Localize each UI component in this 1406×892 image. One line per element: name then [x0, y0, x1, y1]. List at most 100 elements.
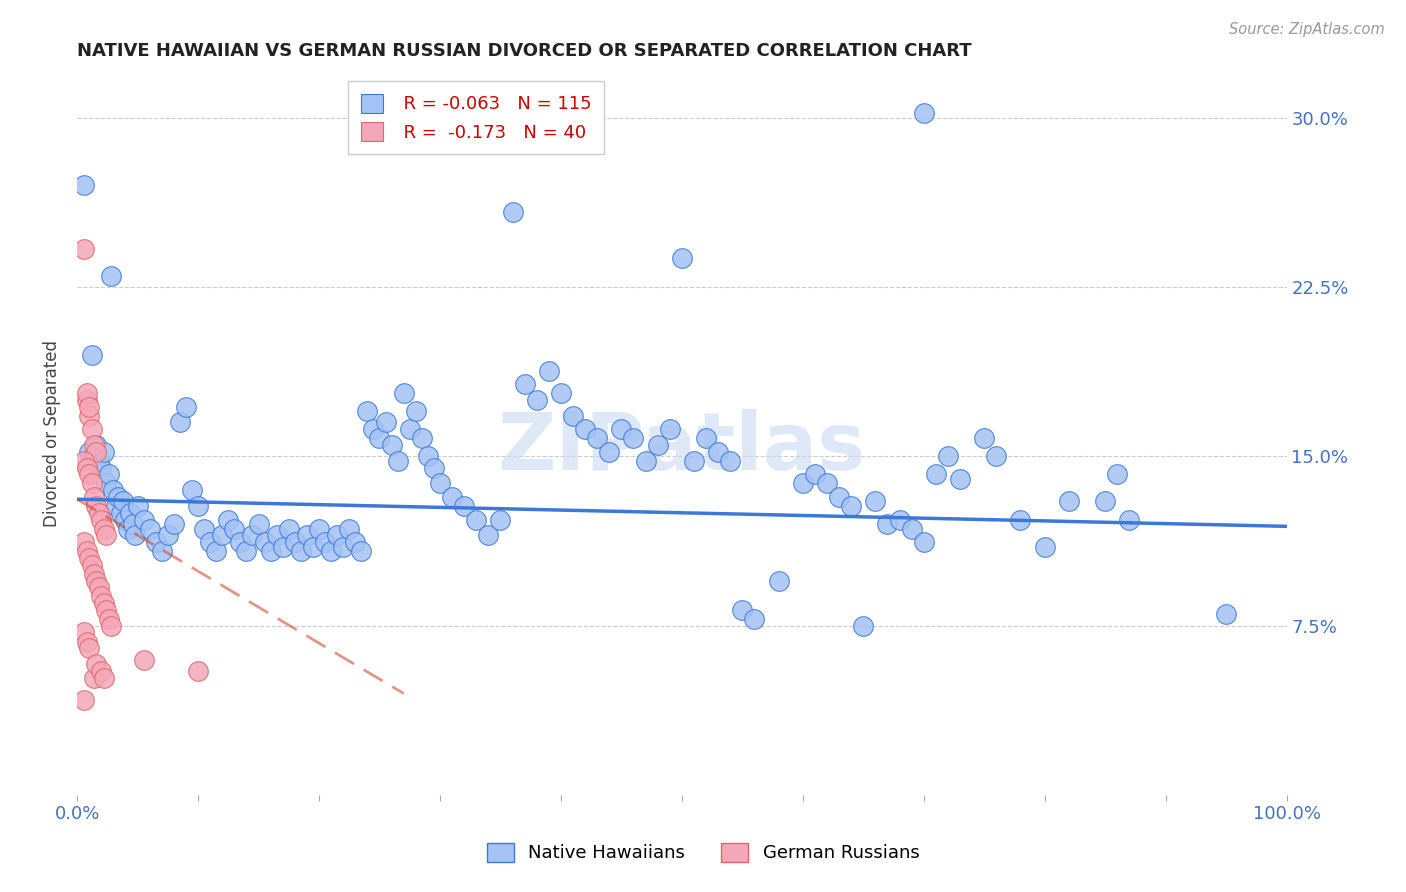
Point	[77, 641, 100, 656]
Point	[100, 268, 122, 283]
Point	[1215, 607, 1237, 622]
Point	[308, 522, 330, 536]
Point	[107, 490, 129, 504]
Point	[97, 467, 120, 482]
Point	[852, 618, 875, 632]
Text: Source: ZipAtlas.com: Source: ZipAtlas.com	[1229, 22, 1385, 37]
Text: ZIPatlas: ZIPatlas	[498, 409, 866, 487]
Point	[145, 535, 167, 549]
Point	[80, 476, 103, 491]
Point	[513, 377, 536, 392]
Point	[319, 544, 342, 558]
Point	[634, 454, 657, 468]
Point	[1107, 467, 1129, 482]
Point	[93, 445, 115, 459]
Point	[477, 528, 499, 542]
Point	[574, 422, 596, 436]
Point	[205, 544, 228, 558]
Point	[1118, 512, 1140, 526]
Point	[326, 528, 349, 542]
Point	[302, 540, 325, 554]
Point	[187, 499, 209, 513]
Point	[344, 535, 367, 549]
Point	[90, 664, 112, 678]
Point	[259, 544, 281, 558]
Point	[121, 517, 143, 532]
Point	[229, 535, 252, 549]
Point	[284, 535, 307, 549]
Point	[332, 540, 354, 554]
Y-axis label: Divorced or Separated: Divorced or Separated	[44, 340, 60, 527]
Point	[1094, 494, 1116, 508]
Point	[429, 476, 451, 491]
Point	[683, 454, 706, 468]
Point	[1057, 494, 1080, 508]
Point	[87, 580, 110, 594]
Point	[93, 596, 115, 610]
Point	[90, 512, 112, 526]
Point	[986, 450, 1008, 464]
Point	[731, 603, 754, 617]
Point	[356, 404, 378, 418]
Point	[623, 431, 645, 445]
Point	[973, 431, 995, 445]
Point	[671, 251, 693, 265]
Point	[73, 625, 96, 640]
Point	[93, 671, 115, 685]
Point	[76, 634, 98, 648]
Point	[198, 535, 221, 549]
Point	[465, 512, 488, 526]
Point	[83, 671, 105, 685]
Point	[83, 566, 105, 581]
Point	[76, 392, 98, 407]
Point	[380, 438, 402, 452]
Point	[925, 467, 948, 482]
Point	[76, 460, 98, 475]
Point	[416, 450, 439, 464]
Point	[1010, 512, 1032, 526]
Point	[76, 544, 98, 558]
Point	[242, 528, 264, 542]
Point	[839, 499, 862, 513]
Point	[489, 512, 512, 526]
Point	[235, 544, 257, 558]
Point	[73, 454, 96, 468]
Point	[900, 522, 922, 536]
Point	[695, 431, 717, 445]
Point	[156, 528, 179, 542]
Point	[127, 499, 149, 513]
Point	[224, 522, 246, 536]
Point	[526, 392, 548, 407]
Point	[174, 400, 197, 414]
Point	[537, 363, 560, 377]
Point	[73, 178, 96, 193]
Point	[103, 483, 125, 498]
Point	[94, 476, 117, 491]
Point	[337, 522, 360, 536]
Point	[181, 483, 204, 498]
Legend:   R = -0.063   N = 115,   R =  -0.173   N = 40: R = -0.063 N = 115, R = -0.173 N = 40	[349, 81, 605, 154]
Point	[90, 460, 112, 475]
Point	[363, 422, 385, 436]
Point	[502, 205, 524, 219]
Point	[266, 528, 288, 542]
Point	[392, 386, 415, 401]
Point	[247, 517, 270, 532]
Point	[768, 574, 790, 588]
Point	[815, 476, 838, 491]
Point	[87, 454, 110, 468]
Point	[73, 242, 96, 256]
Point	[90, 590, 112, 604]
Point	[104, 499, 127, 513]
Point	[405, 404, 427, 418]
Point	[76, 386, 98, 401]
Point	[804, 467, 827, 482]
Point	[295, 528, 318, 542]
Point	[398, 422, 420, 436]
Point	[80, 422, 103, 436]
Point	[889, 512, 911, 526]
Point	[114, 512, 136, 526]
Point	[647, 438, 669, 452]
Point	[83, 490, 105, 504]
Point	[77, 409, 100, 423]
